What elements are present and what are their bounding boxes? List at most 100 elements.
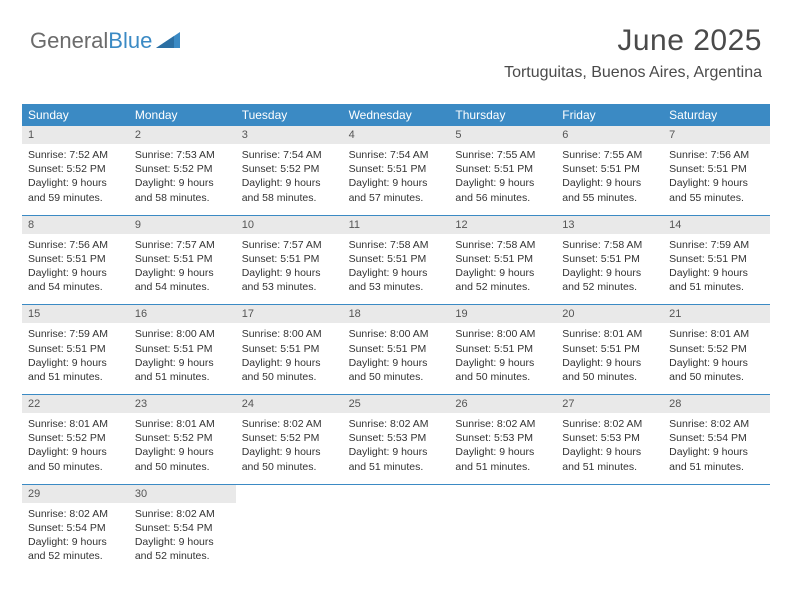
day-info: Sunrise: 7:58 AMSunset: 5:51 PMDaylight:… [449, 234, 556, 305]
day-cell [236, 485, 343, 574]
day-info-line: and 52 minutes. [28, 549, 123, 563]
day-info-line: and 53 minutes. [242, 280, 337, 294]
day-number: 29 [22, 485, 129, 503]
day-info-line: Daylight: 9 hours [242, 356, 337, 370]
day-info: Sunrise: 7:56 AMSunset: 5:51 PMDaylight:… [22, 234, 129, 305]
day-info: Sunrise: 7:55 AMSunset: 5:51 PMDaylight:… [556, 144, 663, 215]
day-info-line: Daylight: 9 hours [669, 356, 764, 370]
day-info-line: and 59 minutes. [28, 191, 123, 205]
day-info-line: Daylight: 9 hours [242, 445, 337, 459]
day-number: 9 [129, 216, 236, 234]
day-cell: 28Sunrise: 8:02 AMSunset: 5:54 PMDayligh… [663, 395, 770, 484]
day-info-line: Daylight: 9 hours [349, 176, 444, 190]
day-info-line: and 57 minutes. [349, 191, 444, 205]
day-info-line: and 51 minutes. [349, 460, 444, 474]
day-info-line: Daylight: 9 hours [455, 445, 550, 459]
day-info-line: Sunrise: 8:00 AM [135, 327, 230, 341]
week-row: 8Sunrise: 7:56 AMSunset: 5:51 PMDaylight… [22, 216, 770, 306]
day-info-line: Sunset: 5:51 PM [669, 162, 764, 176]
day-cell: 3Sunrise: 7:54 AMSunset: 5:52 PMDaylight… [236, 126, 343, 215]
day-info-line: Daylight: 9 hours [562, 356, 657, 370]
day-info-line: and 54 minutes. [135, 280, 230, 294]
day-info: Sunrise: 7:52 AMSunset: 5:52 PMDaylight:… [22, 144, 129, 215]
day-info-line: Sunset: 5:52 PM [135, 162, 230, 176]
day-info-line: Sunrise: 7:57 AM [242, 238, 337, 252]
week-row: 22Sunrise: 8:01 AMSunset: 5:52 PMDayligh… [22, 395, 770, 485]
day-info: Sunrise: 7:58 AMSunset: 5:51 PMDaylight:… [556, 234, 663, 305]
day-cell: 11Sunrise: 7:58 AMSunset: 5:51 PMDayligh… [343, 216, 450, 305]
day-info-line: Sunrise: 7:54 AM [242, 148, 337, 162]
day-info-line: and 53 minutes. [349, 280, 444, 294]
day-info-line: Sunrise: 7:59 AM [669, 238, 764, 252]
day-cell [663, 485, 770, 574]
day-info-line: Sunrise: 8:01 AM [135, 417, 230, 431]
day-info-line: Sunset: 5:51 PM [562, 252, 657, 266]
day-info-line: Daylight: 9 hours [562, 176, 657, 190]
day-cell: 30Sunrise: 8:02 AMSunset: 5:54 PMDayligh… [129, 485, 236, 574]
day-info-line: Sunset: 5:51 PM [455, 342, 550, 356]
day-info: Sunrise: 7:56 AMSunset: 5:51 PMDaylight:… [663, 144, 770, 215]
weeks-container: 1Sunrise: 7:52 AMSunset: 5:52 PMDaylight… [22, 126, 770, 573]
day-info-line: and 50 minutes. [242, 370, 337, 384]
day-info-line: Sunset: 5:51 PM [562, 342, 657, 356]
day-info-line: and 58 minutes. [242, 191, 337, 205]
day-info: Sunrise: 8:00 AMSunset: 5:51 PMDaylight:… [236, 323, 343, 394]
weekday-header-cell: Monday [129, 104, 236, 126]
day-info: Sunrise: 8:00 AMSunset: 5:51 PMDaylight:… [129, 323, 236, 394]
day-cell: 14Sunrise: 7:59 AMSunset: 5:51 PMDayligh… [663, 216, 770, 305]
day-info-line: and 50 minutes. [135, 460, 230, 474]
day-cell: 25Sunrise: 8:02 AMSunset: 5:53 PMDayligh… [343, 395, 450, 484]
day-cell: 22Sunrise: 8:01 AMSunset: 5:52 PMDayligh… [22, 395, 129, 484]
day-cell: 17Sunrise: 8:00 AMSunset: 5:51 PMDayligh… [236, 305, 343, 394]
day-info: Sunrise: 8:01 AMSunset: 5:51 PMDaylight:… [556, 323, 663, 394]
weekday-header-cell: Sunday [22, 104, 129, 126]
day-info-line: Sunset: 5:51 PM [349, 162, 444, 176]
day-info-line: Daylight: 9 hours [28, 176, 123, 190]
day-info-line: Sunset: 5:51 PM [455, 162, 550, 176]
weekday-header-row: SundayMondayTuesdayWednesdayThursdayFrid… [22, 104, 770, 126]
day-info: Sunrise: 7:53 AMSunset: 5:52 PMDaylight:… [129, 144, 236, 215]
day-info-line: Sunrise: 8:02 AM [455, 417, 550, 431]
day-info-line: Daylight: 9 hours [455, 356, 550, 370]
day-info: Sunrise: 8:02 AMSunset: 5:53 PMDaylight:… [449, 413, 556, 484]
day-info-line: Daylight: 9 hours [28, 535, 123, 549]
day-info-line: Sunrise: 8:01 AM [669, 327, 764, 341]
day-info-line: and 52 minutes. [562, 280, 657, 294]
day-info: Sunrise: 8:02 AMSunset: 5:54 PMDaylight:… [22, 503, 129, 574]
day-info: Sunrise: 8:01 AMSunset: 5:52 PMDaylight:… [22, 413, 129, 484]
day-info-line: Sunset: 5:51 PM [669, 252, 764, 266]
day-info-line: Sunset: 5:51 PM [349, 252, 444, 266]
day-number: 8 [22, 216, 129, 234]
day-info-line: Sunrise: 8:00 AM [349, 327, 444, 341]
day-number: 26 [449, 395, 556, 413]
day-info-line: Sunrise: 8:02 AM [349, 417, 444, 431]
day-number: 25 [343, 395, 450, 413]
day-info-line: and 58 minutes. [135, 191, 230, 205]
day-info-line: Sunrise: 8:00 AM [242, 327, 337, 341]
day-info-line: Daylight: 9 hours [135, 176, 230, 190]
day-info-line: Sunrise: 7:52 AM [28, 148, 123, 162]
day-number: 21 [663, 305, 770, 323]
day-cell: 6Sunrise: 7:55 AMSunset: 5:51 PMDaylight… [556, 126, 663, 215]
day-info-line: and 51 minutes. [455, 460, 550, 474]
day-info-line: and 52 minutes. [135, 549, 230, 563]
day-info-line: Sunrise: 8:02 AM [28, 507, 123, 521]
day-info-line: Sunset: 5:54 PM [135, 521, 230, 535]
day-info-line: and 55 minutes. [669, 191, 764, 205]
day-cell: 18Sunrise: 8:00 AMSunset: 5:51 PMDayligh… [343, 305, 450, 394]
day-info-line: Sunset: 5:51 PM [28, 342, 123, 356]
day-cell: 19Sunrise: 8:00 AMSunset: 5:51 PMDayligh… [449, 305, 556, 394]
day-info-line: and 50 minutes. [349, 370, 444, 384]
day-cell: 27Sunrise: 8:02 AMSunset: 5:53 PMDayligh… [556, 395, 663, 484]
day-info-line: Daylight: 9 hours [28, 445, 123, 459]
day-info-line: Daylight: 9 hours [349, 356, 444, 370]
triangle-icon [156, 28, 180, 54]
day-info-line: and 50 minutes. [28, 460, 123, 474]
brand-name-1: General [30, 28, 108, 54]
day-info: Sunrise: 7:59 AMSunset: 5:51 PMDaylight:… [22, 323, 129, 394]
day-info-line: and 55 minutes. [562, 191, 657, 205]
day-info-line: and 50 minutes. [669, 370, 764, 384]
day-cell: 5Sunrise: 7:55 AMSunset: 5:51 PMDaylight… [449, 126, 556, 215]
day-info: Sunrise: 8:02 AMSunset: 5:54 PMDaylight:… [663, 413, 770, 484]
day-info: Sunrise: 7:57 AMSunset: 5:51 PMDaylight:… [129, 234, 236, 305]
